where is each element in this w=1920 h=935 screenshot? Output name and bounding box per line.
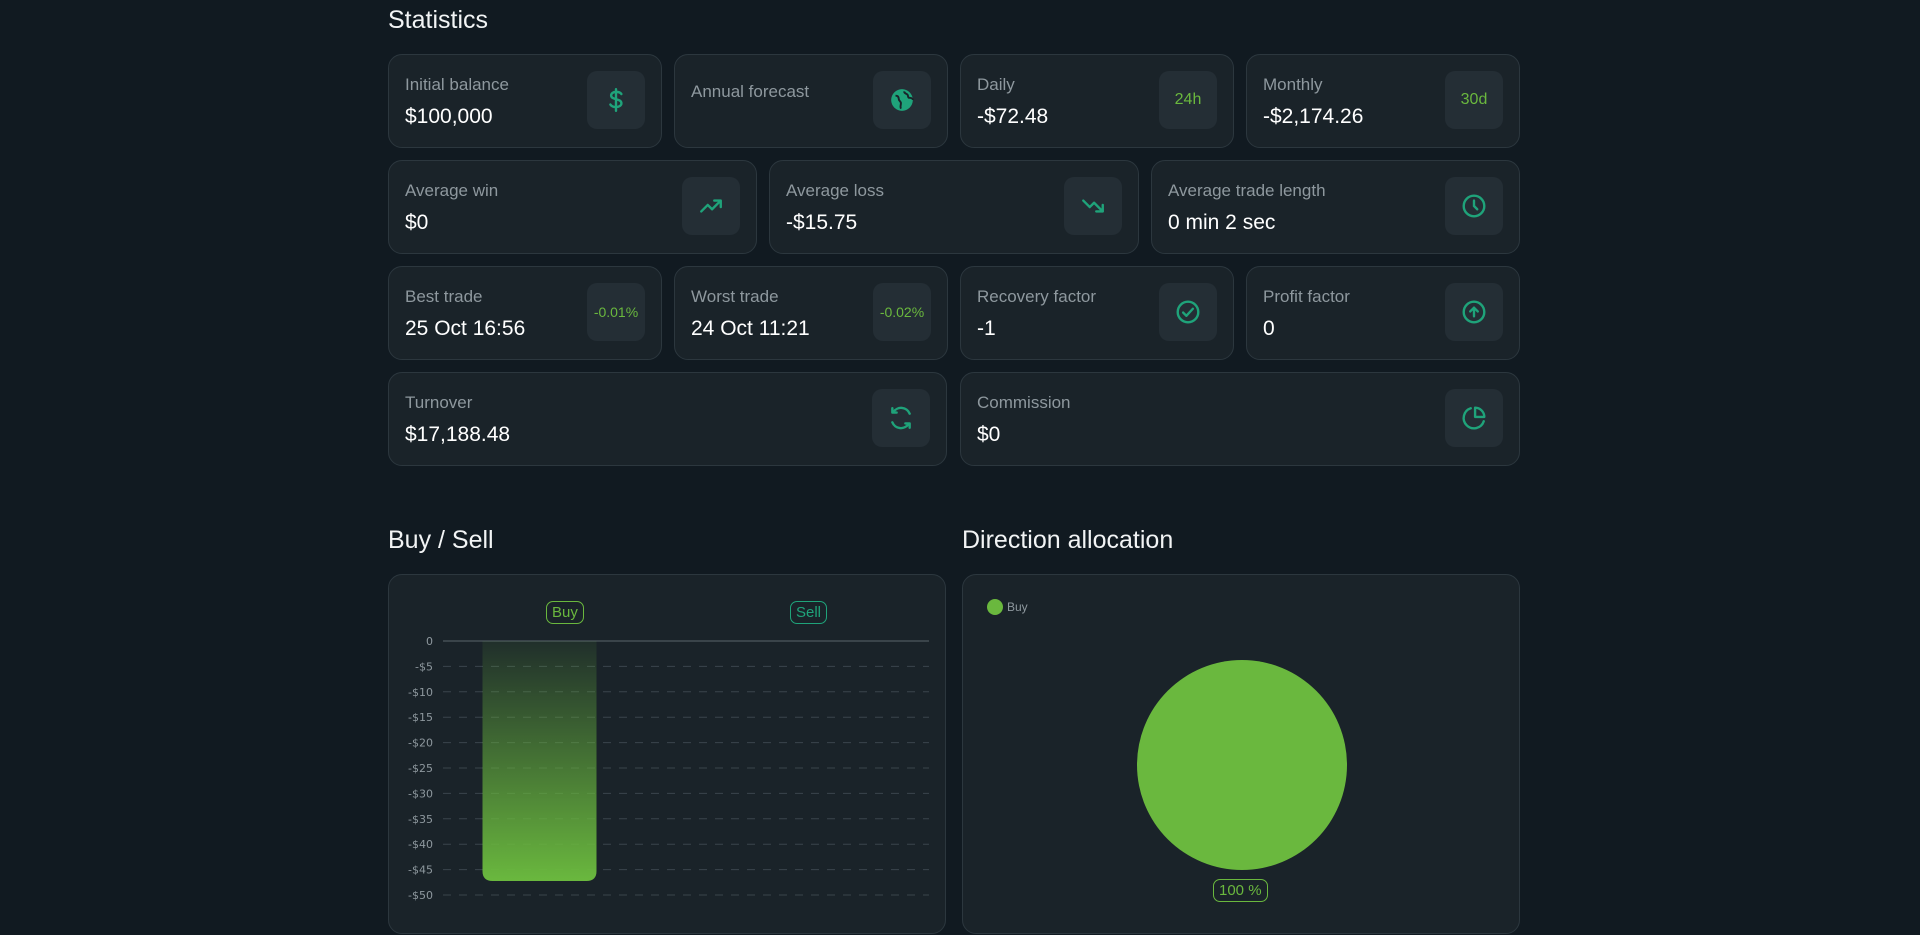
trend-down-icon	[1064, 177, 1122, 235]
card-value: 24 Oct 11:21	[691, 317, 810, 340]
percent-badge: -0.02%	[873, 283, 931, 341]
period-badge: 30d	[1445, 71, 1503, 129]
card-value: 0 min 2 sec	[1168, 211, 1276, 234]
pie-legend-item[interactable]: Buy	[987, 599, 1028, 615]
check-circle-icon	[1159, 283, 1217, 341]
card-value: -$72.48	[977, 105, 1049, 128]
card-average-win: Average win $0	[388, 160, 757, 254]
percent-badge: -0.01%	[587, 283, 645, 341]
card-commission: Commission $0	[960, 372, 1520, 466]
legend-label: Buy	[1007, 600, 1028, 614]
buy-sell-chart: 0 -$5 -$10 -$15 -$20 -$25 -$30 -$35 -$40 -$45 -$50	[408, 635, 929, 902]
pie-icon	[1445, 389, 1503, 447]
direction-title: Direction allocation	[962, 526, 1174, 554]
refresh-icon	[872, 389, 930, 447]
card-label: Average trade length	[1168, 181, 1326, 200]
clock-icon	[1445, 177, 1503, 235]
card-value: -1	[977, 317, 996, 340]
y-tick-label: -$45	[408, 864, 433, 877]
card-worst-trade: Worst trade 24 Oct 11:21 -0.02%	[674, 266, 948, 360]
card-label: Turnover	[405, 393, 473, 412]
statistics-title: Statistics	[388, 6, 489, 34]
y-tick-label: 0	[426, 635, 433, 648]
card-annual-forecast: Annual forecast	[674, 54, 948, 148]
card-label: Average win	[405, 181, 499, 200]
card-daily: Daily -$72.48 24h	[960, 54, 1234, 148]
card-value: $0	[405, 211, 429, 234]
card-recovery-factor: Recovery factor -1	[960, 266, 1234, 360]
card-average-trade-length: Average trade length 0 min 2 sec	[1151, 160, 1520, 254]
arrow-up-circle-icon	[1445, 283, 1503, 341]
period-badge: 24h	[1159, 71, 1217, 129]
pie-slice-buy[interactable]	[1137, 660, 1347, 870]
y-tick-label: -$25	[408, 762, 433, 775]
dollar-icon	[587, 71, 645, 129]
card-value: -$15.75	[786, 211, 858, 234]
card-monthly: Monthly -$2,174.26 30d	[1246, 54, 1520, 148]
card-label: Best trade	[405, 287, 483, 306]
card-label: Annual forecast	[691, 82, 810, 101]
card-label: Monthly	[1263, 75, 1323, 94]
y-tick-label: -$30	[408, 787, 433, 800]
direction-chart-card: Buy 100 %	[962, 574, 1520, 934]
y-tick-label: -$40	[408, 838, 433, 851]
card-profit-factor: Profit factor 0	[1246, 266, 1520, 360]
card-label: Initial balance	[405, 75, 509, 94]
pie-percent-label: 100 %	[1213, 879, 1268, 902]
buy-sell-title: Buy / Sell	[388, 526, 494, 554]
y-tick-label: -$5	[415, 660, 433, 673]
legend-sell[interactable]: Sell	[790, 601, 828, 624]
card-label: Recovery factor	[977, 287, 1097, 306]
y-tick-label: -$50	[408, 889, 433, 902]
direction-pie-chart	[1137, 660, 1347, 870]
trend-up-icon	[682, 177, 740, 235]
card-value: -$2,174.26	[1263, 105, 1364, 128]
legend-dot	[987, 599, 1003, 615]
card-label: Average loss	[786, 181, 884, 200]
card-initial-balance: Initial balance $100,000	[388, 54, 662, 148]
card-average-loss: Average loss -$15.75	[769, 160, 1139, 254]
card-turnover: Turnover $17,188.48	[388, 372, 947, 466]
card-label: Daily	[977, 75, 1015, 94]
y-tick-label: -$15	[408, 711, 433, 724]
legend-buy[interactable]: Buy	[546, 601, 584, 624]
y-tick-label: -$10	[408, 686, 433, 699]
card-value: $0	[977, 423, 1001, 446]
card-value: $17,188.48	[405, 423, 511, 446]
globe-icon	[873, 71, 931, 129]
y-tick-label: -$20	[408, 737, 433, 750]
card-label: Profit factor	[1263, 287, 1350, 306]
card-label: Commission	[977, 393, 1071, 412]
card-value: 0	[1263, 317, 1275, 340]
card-value: $100,000	[405, 105, 493, 128]
buy-sell-chart-card: 0 -$5 -$10 -$15 -$20 -$25 -$30 -$35 -$40 -$45 -$50…	[388, 574, 946, 934]
card-value: 25 Oct 16:56	[405, 317, 526, 340]
bar-buy[interactable]	[482, 641, 597, 882]
y-tick-label: -$35	[408, 813, 433, 826]
card-best-trade: Best trade 25 Oct 16:56 -0.01%	[388, 266, 662, 360]
card-label: Worst trade	[691, 287, 779, 306]
